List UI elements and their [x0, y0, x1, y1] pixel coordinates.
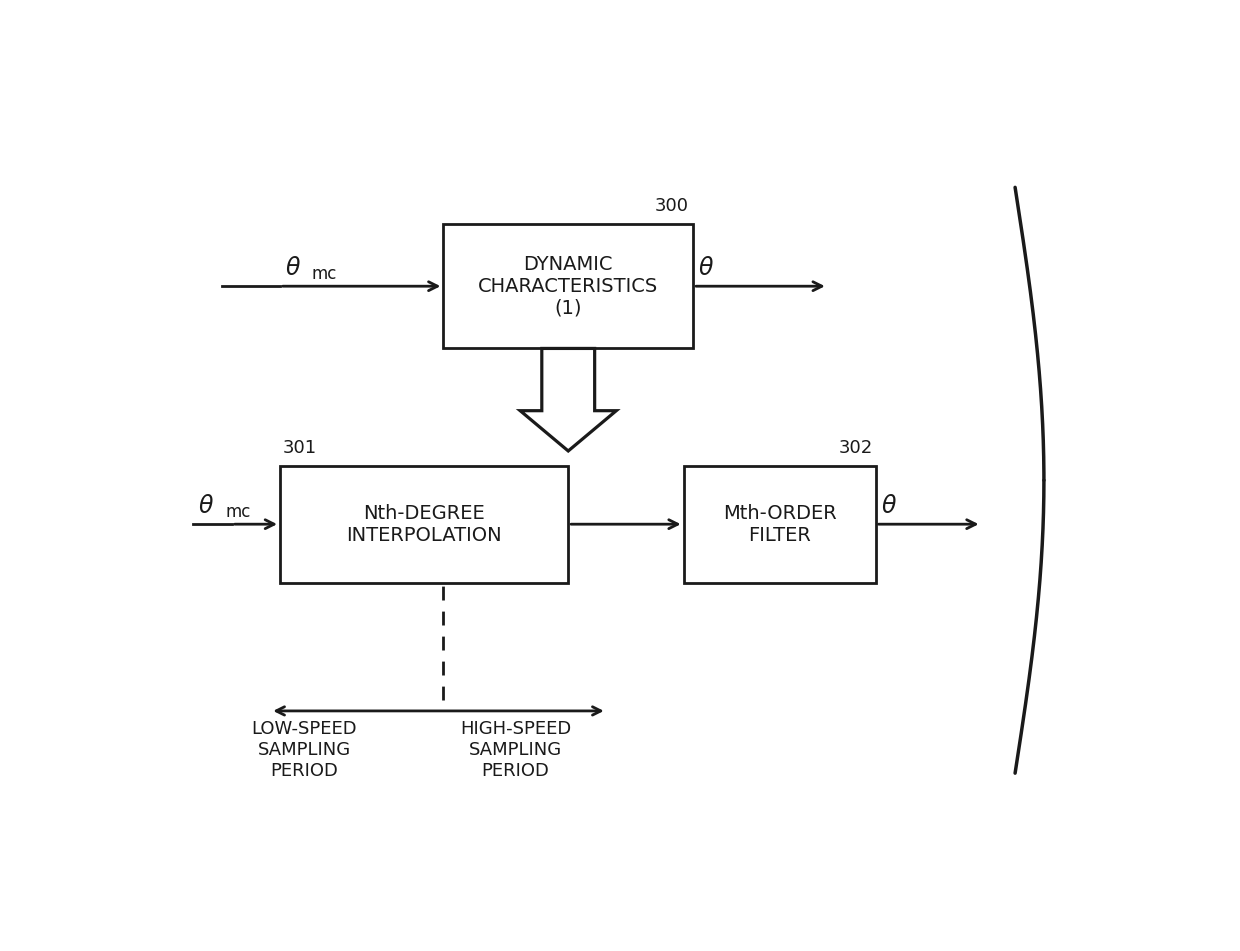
Text: $\theta$: $\theta$	[698, 256, 714, 280]
Text: Mth-ORDER
FILTER: Mth-ORDER FILTER	[723, 504, 837, 545]
FancyBboxPatch shape	[280, 466, 568, 583]
Polygon shape	[521, 348, 616, 451]
FancyBboxPatch shape	[683, 466, 875, 583]
Text: Nth-DEGREE
INTERPOLATION: Nth-DEGREE INTERPOLATION	[346, 504, 502, 545]
Text: DYNAMIC
CHARACTERISTICS
(1): DYNAMIC CHARACTERISTICS (1)	[479, 255, 658, 318]
Text: $\theta$: $\theta$	[198, 494, 215, 518]
Text: $\theta$: $\theta$	[880, 494, 897, 518]
Text: HIGH-SPEED
SAMPLING
PERIOD: HIGH-SPEED SAMPLING PERIOD	[460, 721, 570, 780]
Text: LOW-SPEED
SAMPLING
PERIOD: LOW-SPEED SAMPLING PERIOD	[252, 721, 357, 780]
Text: mc: mc	[226, 503, 250, 521]
FancyBboxPatch shape	[444, 223, 693, 348]
Text: mc: mc	[311, 264, 337, 282]
Text: 300: 300	[655, 197, 688, 215]
Text: 301: 301	[283, 438, 317, 456]
Text: $\theta$: $\theta$	[285, 256, 301, 280]
Text: 302: 302	[838, 438, 873, 456]
